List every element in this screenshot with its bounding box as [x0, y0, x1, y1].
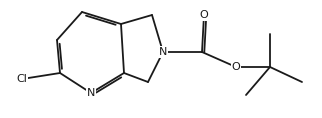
Text: Cl: Cl [16, 74, 27, 84]
Text: N: N [87, 88, 95, 98]
Text: O: O [200, 10, 208, 20]
Text: O: O [232, 62, 241, 72]
Text: N: N [159, 47, 167, 57]
